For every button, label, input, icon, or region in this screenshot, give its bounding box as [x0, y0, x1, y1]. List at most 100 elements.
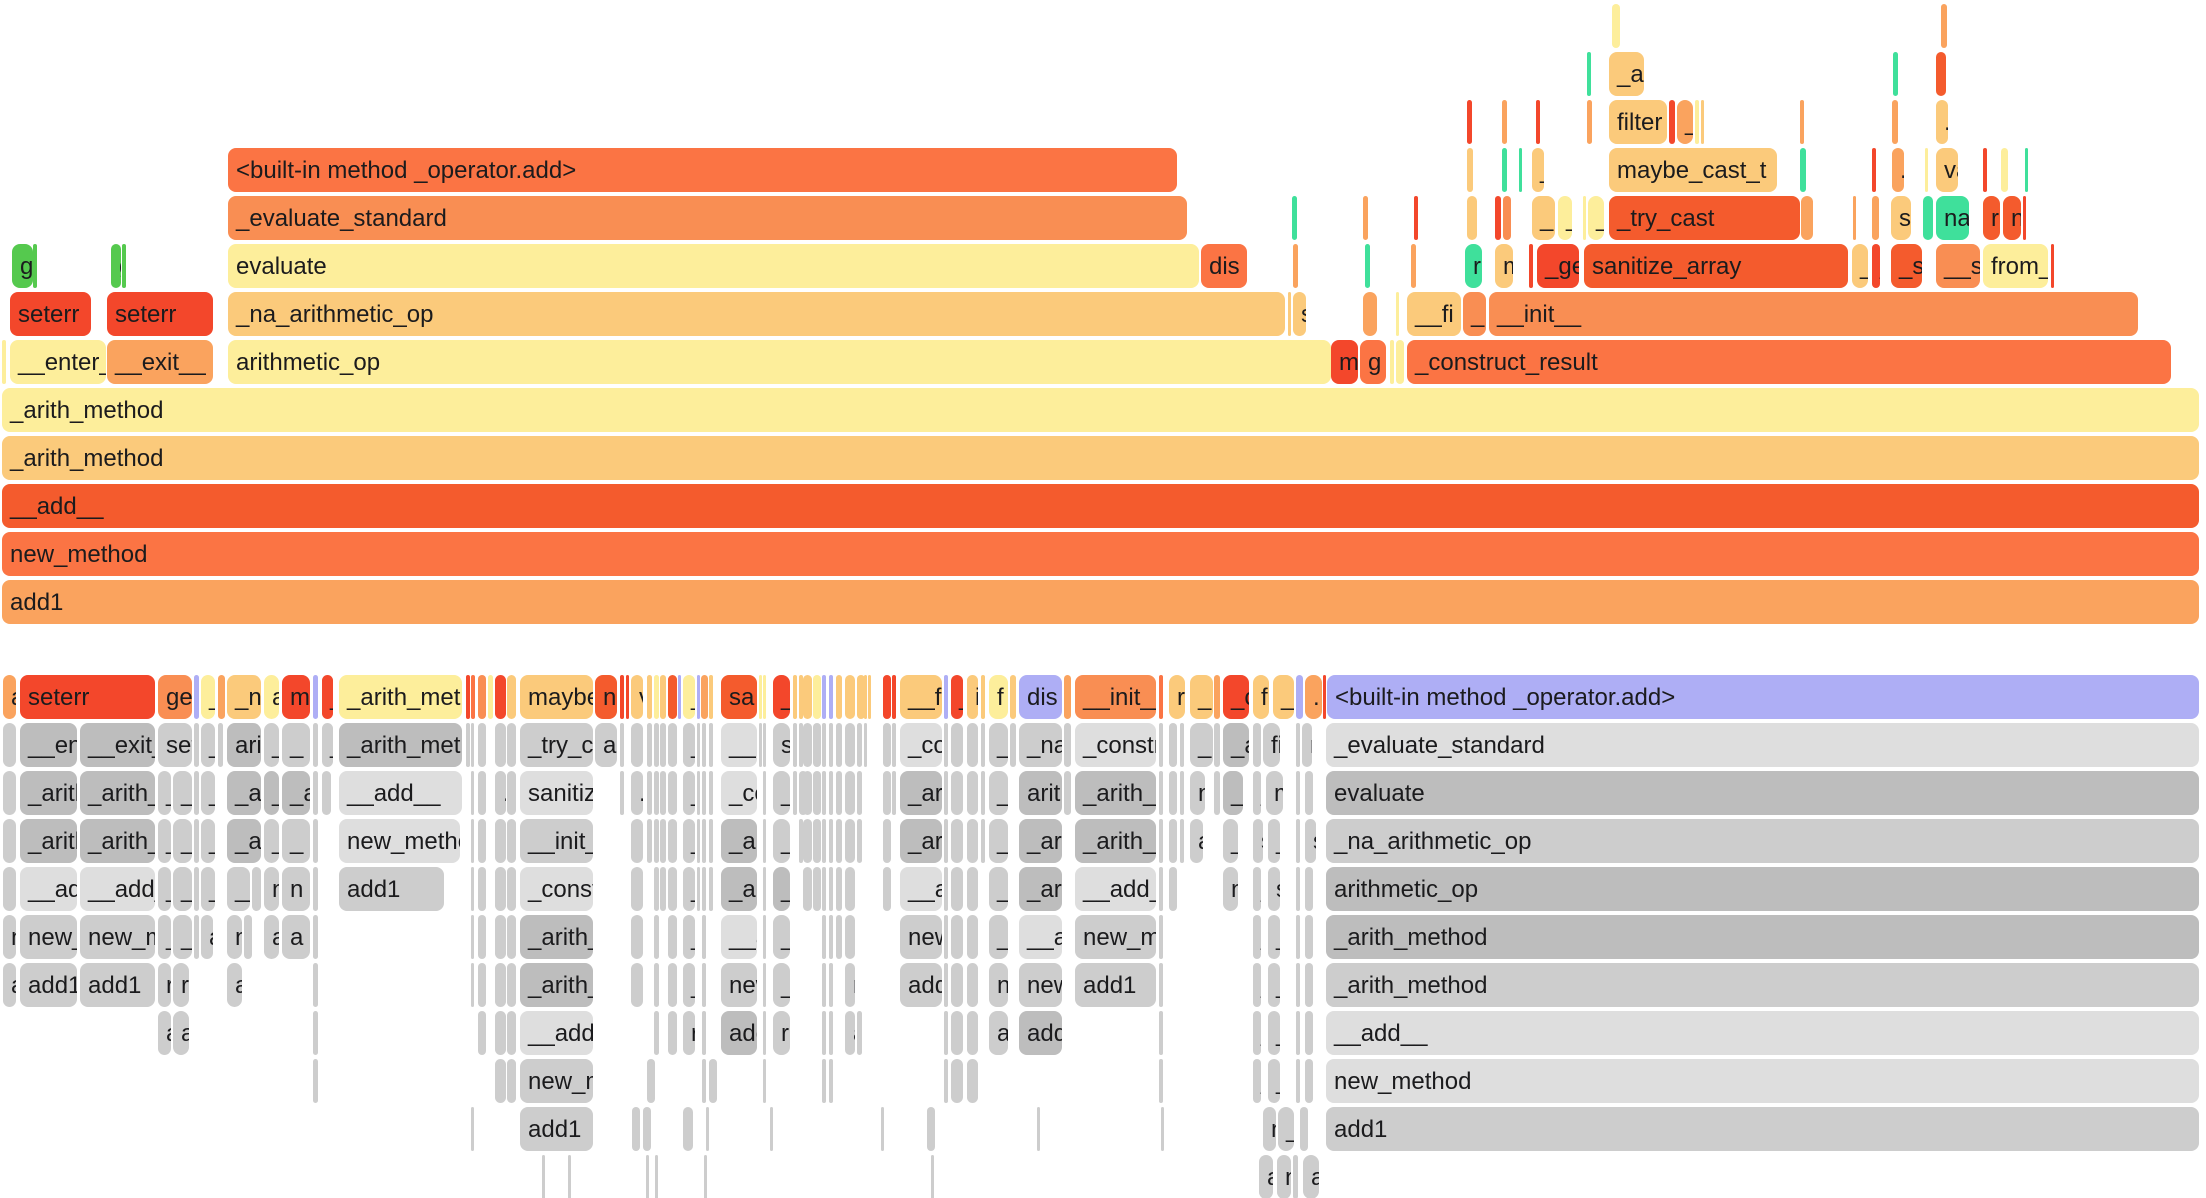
frame-sanitize_array[interactable]: sanitize_array: [520, 771, 593, 815]
frame-seterr[interactable]: seterr: [20, 675, 155, 719]
frame-sliver[interactable]: [829, 867, 833, 911]
frame-_[interactable]: _: [1677, 100, 1693, 144]
frame-sliver[interactable]: [1037, 1107, 1040, 1151]
frame-sliver[interactable]: [313, 963, 318, 1007]
frame-.[interactable]: .: [1892, 148, 1904, 192]
frame-sliver[interactable]: [218, 723, 223, 767]
frame-__add__[interactable]: __add__: [20, 867, 77, 911]
frame-n[interactable]: n: [989, 963, 1008, 1007]
frame-sliver[interactable]: [822, 1011, 826, 1055]
frame-sliver[interactable]: [822, 963, 826, 1007]
frame-sliver[interactable]: [1159, 915, 1163, 959]
frame-n[interactable]: n: [1223, 867, 1238, 911]
frame-_[interactable]: _: [773, 867, 790, 911]
frame-_[interactable]: _: [1852, 244, 1868, 288]
frame-fi[interactable]: fi: [1263, 723, 1280, 767]
frame-sliver[interactable]: [864, 675, 867, 719]
frame-_[interactable]: _: [201, 819, 215, 863]
frame-sliver[interactable]: [313, 771, 318, 815]
frame-_[interactable]: _: [201, 867, 215, 911]
frame-arithmetic_op[interactable]: arithmetic_op: [228, 340, 1331, 384]
frame-sliver[interactable]: [1800, 148, 1806, 192]
frame-.[interactable]: .: [845, 723, 855, 767]
frame-sliver[interactable]: [471, 819, 474, 863]
frame-sliver[interactable]: [466, 675, 470, 719]
frame-seterr[interactable]: seterr: [158, 723, 192, 767]
frame-sliver[interactable]: [709, 723, 713, 767]
frame-sliver[interactable]: [944, 819, 948, 863]
frame-sliver[interactable]: [763, 867, 766, 911]
frame-_[interactable]: _: [1253, 1011, 1261, 1055]
frame-g[interactable]: g: [1360, 340, 1386, 384]
frame-sliver[interactable]: [507, 819, 516, 863]
frame-sliver[interactable]: [951, 915, 963, 959]
frame-sliver[interactable]: [813, 723, 821, 767]
frame-_[interactable]: _: [989, 915, 1008, 959]
frame-sliver[interactable]: [1296, 819, 1300, 863]
frame-sliver[interactable]: [471, 963, 474, 1007]
frame-.[interactable]: .: [1305, 963, 1313, 1007]
frame-<built-in method _operator.add>[interactable]: <built-in method _operator.add>: [1327, 675, 2199, 719]
frame-sliver[interactable]: [763, 963, 766, 1007]
frame-_arith_method[interactable]: _arith_method: [1326, 915, 2199, 959]
frame-.[interactable]: .: [631, 771, 643, 815]
frame-r[interactable]: r: [773, 1011, 790, 1055]
frame-sliver[interactable]: [836, 723, 842, 767]
frame-_[interactable]: _: [989, 723, 1008, 767]
frame-sliver[interactable]: [836, 771, 842, 815]
frame-sliver[interactable]: [944, 1059, 948, 1103]
frame-sliver[interactable]: [568, 1155, 571, 1198]
frame-sliver[interactable]: [668, 915, 677, 959]
frame-__add__[interactable]: __add__: [1019, 915, 1062, 959]
frame-_construct_result[interactable]: _construct_result: [520, 867, 593, 911]
frame-a[interactable]: a: [1259, 1155, 1273, 1198]
frame-sliver[interactable]: [883, 771, 891, 815]
frame-sliver[interactable]: [1467, 148, 1473, 192]
frame-sliver[interactable]: [678, 675, 681, 719]
frame-.[interactable]: .: [1305, 1011, 1313, 1055]
frame-a[interactable]: a: [989, 1011, 1008, 1055]
frame-.[interactable]: .: [1305, 915, 1313, 959]
frame-__init__[interactable]: __init__: [721, 723, 757, 767]
frame-sliver[interactable]: [944, 915, 948, 959]
frame-.[interactable]: .: [1936, 100, 1948, 144]
frame-a[interactable]: a: [3, 675, 16, 719]
frame-sliver[interactable]: [313, 915, 318, 959]
frame-sliver[interactable]: [702, 771, 706, 815]
frame-r[interactable]: r: [683, 1011, 695, 1055]
frame-.[interactable]: .: [1305, 867, 1313, 911]
frame-sliver[interactable]: [951, 1059, 963, 1103]
frame-arithmetic_op[interactable]: arithmetic_op: [227, 723, 261, 767]
frame-m[interactable]: m: [282, 675, 310, 719]
frame-sliver[interactable]: [507, 915, 516, 959]
frame-dis[interactable]: dis: [1019, 675, 1062, 719]
frame-sliver[interactable]: [857, 723, 862, 767]
frame-sliver[interactable]: [668, 675, 677, 719]
frame-_[interactable]: _: [158, 915, 171, 959]
frame-sliver[interactable]: [1467, 196, 1477, 240]
frame-sliver[interactable]: [1296, 1059, 1300, 1103]
frame-r[interactable]: r: [1302, 723, 1312, 767]
frame-sliver[interactable]: [1495, 196, 1501, 240]
frame-n[interactable]: n: [1277, 1155, 1291, 1198]
frame-_[interactable]: _: [1268, 819, 1280, 863]
frame-sliver[interactable]: [706, 1107, 709, 1151]
frame-sliver[interactable]: [313, 1059, 318, 1103]
frame-a[interactable]: a: [264, 915, 279, 959]
frame-r[interactable]: r: [845, 963, 855, 1007]
frame-g[interactable]: g: [111, 244, 121, 288]
frame-sliver[interactable]: [33, 244, 37, 288]
frame-sliver[interactable]: [864, 723, 867, 767]
frame-sliver[interactable]: [478, 963, 486, 1007]
frame-sliver[interactable]: [1296, 867, 1300, 911]
frame-sliver[interactable]: [822, 723, 826, 767]
frame-sliver[interactable]: [313, 1011, 318, 1055]
frame-sliver[interactable]: [1612, 4, 1620, 48]
frame-.[interactable]: .: [857, 675, 865, 719]
frame-s[interactable]: s: [1268, 867, 1280, 911]
frame-sliver[interactable]: [1293, 244, 1298, 288]
frame-sliver[interactable]: [967, 915, 978, 959]
frame-_arith_method[interactable]: _arith_method: [721, 867, 757, 911]
frame-sliver[interactable]: [2023, 196, 2026, 240]
frame-a[interactable]: a: [201, 915, 213, 959]
